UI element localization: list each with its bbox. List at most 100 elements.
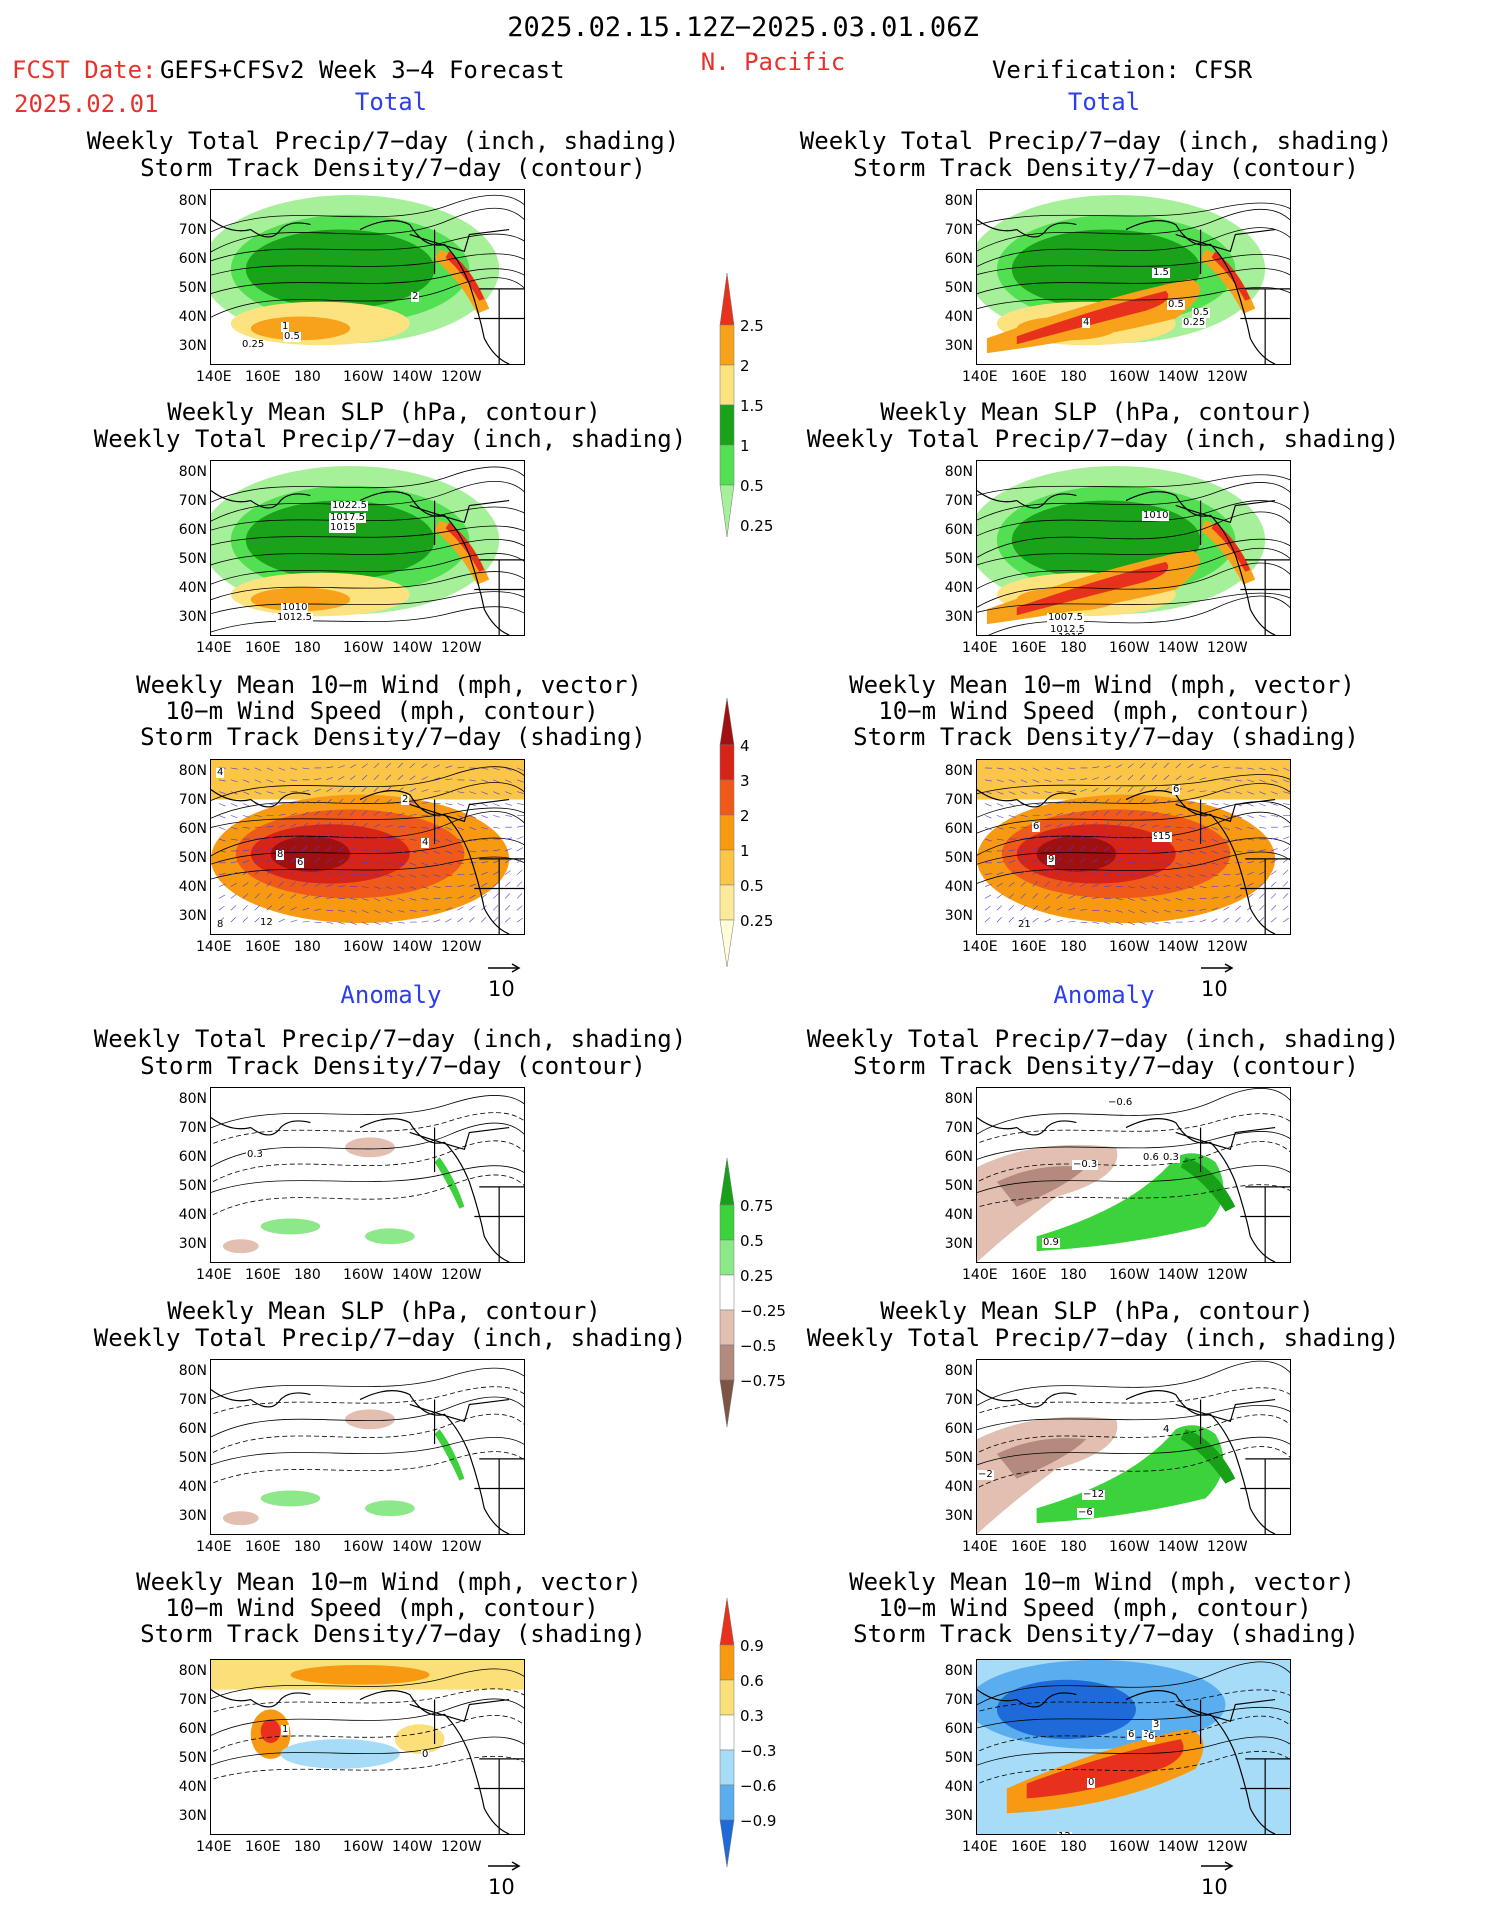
contour-label: 1007.5: [1047, 612, 1084, 623]
map-canvas-r4: [977, 1088, 1290, 1262]
lon-tick-label: 160E: [245, 1539, 281, 1555]
lat-tick-label: 30N: [944, 1236, 973, 1252]
lon-tick-label: 180: [294, 1539, 321, 1555]
contour-label: 0: [421, 1749, 430, 1760]
lon-tick-label: 180: [294, 939, 321, 955]
lon-tick-label: 180: [1060, 1839, 1087, 1855]
lon-tick-label: 160W: [1109, 369, 1150, 385]
lat-tick-label: 60N: [178, 522, 207, 538]
lon-tick-label: 120W: [441, 369, 482, 385]
colorbar-storm_total: [719, 697, 735, 968]
contour-label: −12: [1082, 1489, 1106, 1500]
lon-tick-label: 180: [1060, 1267, 1087, 1283]
map-panel-r6: 3663012: [976, 1659, 1291, 1835]
lon-tick-label: 180: [294, 1839, 321, 1855]
lat-tick-label: 30N: [178, 609, 207, 625]
lat-tick-label: 50N: [944, 1750, 973, 1766]
lon-tick-label: 160W: [343, 1839, 384, 1855]
lat-tick-label: 70N: [178, 1692, 207, 1708]
map-panel-l2: 1022.5 1017.5 1015 1010 1012.5: [210, 460, 525, 636]
lon-tick-label: 160W: [1109, 1267, 1150, 1283]
colorbar-precip_anom: [719, 1157, 735, 1428]
colorbar-tick-label: 0.5: [740, 1232, 764, 1250]
lat-tick-label: 40N: [944, 879, 973, 895]
lat-tick-label: 40N: [178, 879, 207, 895]
contour-label: 3: [1152, 1719, 1161, 1730]
contour-label: 0.3: [246, 1149, 264, 1160]
lat-tick-label: 80N: [178, 1091, 207, 1107]
l1-title-2: Storm Track Density/7−day (contour): [140, 154, 646, 182]
colorbar-tick-label: 0.5: [740, 877, 764, 895]
contour-label: −2: [977, 1469, 994, 1480]
lat-tick-label: 60N: [178, 1421, 207, 1437]
l5-title-2: Weekly Total Precip/7−day (inch, shading…: [93, 1324, 687, 1352]
contour-label: 0: [1087, 1777, 1096, 1788]
lat-tick-label: 60N: [944, 1721, 973, 1737]
contour-label: −0.6: [1107, 1097, 1134, 1108]
contour-label: 0.5: [1192, 307, 1210, 318]
lat-tick-label: 80N: [178, 1363, 207, 1379]
contour-label: 1015: [329, 522, 357, 533]
lon-tick-label: 160W: [343, 640, 384, 656]
colorbar-tick-label: 0.5: [740, 477, 764, 495]
colorbar-tick-label: 2.5: [740, 317, 764, 335]
lat-tick-label: 30N: [944, 609, 973, 625]
section-total-left: Total: [354, 88, 428, 116]
map-canvas-l1: [211, 194, 524, 364]
r3-title-2: 10−m Wind Speed (mph, contour): [878, 697, 1312, 725]
lat-tick-label: 30N: [944, 338, 973, 354]
lat-tick-label: 40N: [178, 1479, 207, 1495]
lat-tick-label: 60N: [178, 251, 207, 267]
lon-tick-label: 140E: [196, 640, 232, 656]
lat-tick-label: 30N: [944, 1808, 973, 1824]
lon-tick-label: 140W: [1158, 1539, 1199, 1555]
lat-tick-label: 50N: [178, 1178, 207, 1194]
contour-label: −0.3: [1072, 1159, 1099, 1170]
lon-tick-label: 160W: [343, 939, 384, 955]
contour-label: 15: [1157, 831, 1172, 842]
map-canvas-l5: [211, 1367, 524, 1534]
l3-title-2: 10−m Wind Speed (mph, contour): [165, 697, 599, 725]
lat-tick-label: 60N: [944, 251, 973, 267]
map-panel-l5: [210, 1359, 525, 1535]
wind-ref-arrow-l3: [488, 963, 521, 973]
lat-tick-label: 60N: [944, 522, 973, 538]
r4-title-2: Storm Track Density/7−day (contour): [853, 1052, 1359, 1080]
contour-label: 1010: [281, 602, 309, 613]
map-canvas-l3: [211, 760, 524, 934]
lat-tick-label: 40N: [178, 309, 207, 325]
lat-tick-label: 30N: [944, 908, 973, 924]
lon-tick-label: 120W: [441, 640, 482, 656]
lon-tick-label: 140W: [392, 1839, 433, 1855]
contour-label: 1022.5: [331, 500, 368, 511]
colorbar-tick-label: 0.9: [740, 1637, 764, 1655]
lat-tick-label: 60N: [944, 1421, 973, 1437]
lon-tick-label: 160E: [245, 1267, 281, 1283]
contour-label: 6: [1172, 784, 1181, 795]
lon-tick-label: 160W: [1109, 1839, 1150, 1855]
lat-tick-label: 70N: [944, 1120, 973, 1136]
map-canvas-r3: [977, 760, 1290, 934]
map-panel-l3: 4 2 8 6 4 8 12: [210, 759, 525, 935]
fcst-date-label: FCST Date:: [12, 56, 157, 84]
lat-tick-label: 50N: [944, 850, 973, 866]
lat-tick-label: 40N: [944, 1779, 973, 1795]
contour-label: 1: [281, 1724, 290, 1735]
section-total-right: Total: [1067, 88, 1141, 116]
contour-label: 0.3: [1162, 1152, 1180, 1163]
lat-tick-label: 80N: [944, 1663, 973, 1679]
lon-tick-label: 120W: [1207, 640, 1248, 656]
lon-tick-label: 140W: [1158, 640, 1199, 656]
wind-ref-value-r3: 10: [1201, 977, 1228, 1001]
lon-tick-label: 120W: [1207, 369, 1248, 385]
contour-label: 4: [1162, 1424, 1171, 1435]
fcst-model: GEFS+CFSv2 Week 3−4 Forecast: [160, 56, 565, 84]
lon-tick-label: 160E: [245, 369, 281, 385]
lon-tick-label: 140W: [1158, 1267, 1199, 1283]
colorbar-tick-label: −0.75: [740, 1372, 786, 1390]
lat-tick-label: 80N: [944, 464, 973, 480]
lon-tick-label: 160W: [1109, 640, 1150, 656]
colorbar-tick-label: 1.5: [740, 397, 764, 415]
wind-ref-arrow-l6: [488, 1861, 521, 1871]
